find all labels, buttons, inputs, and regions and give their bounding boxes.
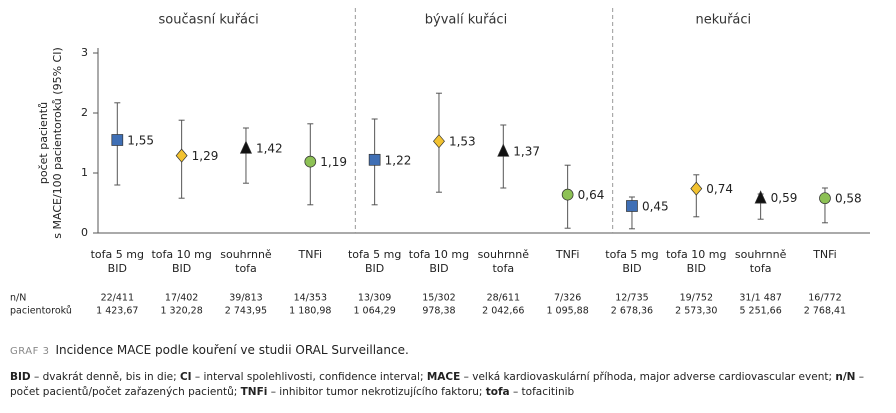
marker: [819, 192, 831, 205]
x-tick-label: TNFi: [812, 248, 837, 261]
marker: [690, 181, 703, 196]
footnote: BID – dvakrát denně, bis in die; CI – in…: [10, 370, 890, 400]
marker: [497, 143, 510, 157]
x-tick-label: souhrnně: [220, 248, 272, 261]
value-label: 0,74: [706, 182, 733, 196]
table-cell: 14/353: [294, 293, 327, 304]
table-row-label: n/N: [10, 293, 26, 304]
table-cell: 1 423,67: [96, 306, 138, 317]
x-tick-label: TNFi: [555, 248, 580, 261]
footnote-term: MACE: [426, 371, 461, 383]
x-tick-label: souhrnně: [735, 248, 787, 261]
x-tick-label: BID: [429, 262, 448, 275]
table-cell: 1 320,28: [160, 306, 202, 317]
x-tick-label: BID: [172, 262, 191, 275]
table-cell: 16/772: [808, 293, 841, 304]
y-tick-label: 3: [81, 46, 88, 59]
x-tick-label: tofa: [235, 262, 257, 275]
chart: počet pacientů s MACE/100 pacientoroků (9…: [10, 8, 870, 317]
x-tick-label: BID: [622, 262, 641, 275]
table-cell: 22/411: [101, 293, 134, 304]
x-tick-label: tofa 5 mg: [605, 248, 658, 261]
table-cell: 2 768,41: [804, 306, 846, 317]
table-cell: 13/309: [358, 293, 391, 304]
marker: [304, 155, 317, 168]
marker: [175, 148, 188, 163]
x-tick-label: TNFi: [298, 248, 323, 261]
x-tick-label: tofa 10 mg: [409, 248, 469, 261]
x-tick-label: tofa 10 mg: [666, 248, 726, 261]
footnote-text: – velká kardiovaskulární příhoda, major …: [460, 371, 836, 383]
footnote-term: TNFi: [240, 386, 268, 398]
table-cell: 978,38: [422, 306, 455, 317]
marker: [433, 134, 445, 149]
value-label: 1,19: [320, 155, 347, 169]
x-tick-label: tofa 5 mg: [91, 248, 144, 261]
value-label: 1,29: [192, 149, 219, 163]
footnote-text: – dvakrát denně, bis in die;: [30, 371, 180, 383]
value-label: 1,22: [385, 153, 412, 167]
table-cell: 5 251,66: [739, 306, 781, 317]
marker: [626, 200, 638, 212]
footnote-text: – tofacitinib: [509, 386, 575, 398]
panel-title: současní kuřáci: [159, 13, 259, 28]
table-cell: 1 064,29: [353, 306, 395, 317]
table-cell: 12/735: [615, 293, 648, 304]
footnote-term: CI: [179, 371, 192, 383]
marker: [754, 190, 767, 204]
caption: GRAF 3 Incidence MACE podle kouření ve st…: [10, 343, 409, 357]
value-label: 1,55: [127, 134, 154, 148]
value-label: 1,37: [513, 144, 540, 158]
table-cell: 19/752: [680, 293, 713, 304]
y-axis-label: s MACE/100 pacientoroků (95% CI): [51, 47, 64, 238]
table-cell: 2 573,30: [675, 306, 717, 317]
table-cell: 1 180,98: [289, 306, 331, 317]
x-tick-label: tofa 10 mg: [151, 248, 211, 261]
x-tick-label: tofa: [492, 262, 514, 275]
x-tick-label: BID: [108, 262, 127, 275]
x-tick-label: BID: [687, 262, 706, 275]
value-label: 0,45: [642, 200, 669, 214]
y-tick-label: 2: [81, 106, 88, 119]
marker: [111, 134, 124, 146]
marker: [368, 153, 381, 166]
marker: [561, 188, 574, 201]
footnote-term: BID: [10, 371, 31, 383]
table-cell: 7/326: [554, 293, 581, 304]
value-label: 0,59: [771, 191, 798, 205]
footnote-text: – počet pacientů/počet zařazených pacien…: [10, 371, 865, 398]
value-label: 1,53: [449, 135, 476, 149]
x-tick-label: tofa: [750, 262, 772, 275]
value-label: 0,64: [578, 188, 605, 202]
x-tick-label: tofa 5 mg: [348, 248, 401, 261]
caption-text: Incidence MACE podle kouření ve studii O…: [55, 343, 409, 357]
table-cell: 39/813: [229, 293, 262, 304]
value-label: 0,58: [835, 192, 862, 206]
footnote-term: n/N: [835, 371, 856, 383]
value-label: 1,42: [256, 141, 283, 155]
footnote-term: tofa: [485, 386, 510, 398]
y-tick-label: 1: [81, 166, 88, 179]
x-tick-label: souhrnně: [478, 248, 530, 261]
marker: [239, 140, 253, 154]
table-cell: 15/302: [422, 293, 455, 304]
x-tick-label: BID: [365, 262, 384, 275]
table-cell: 31/1 487: [739, 293, 782, 304]
caption-label: GRAF 3: [10, 346, 50, 357]
table-cell: 2 678,36: [611, 306, 653, 317]
y-tick-label: 0: [81, 226, 88, 239]
table-cell: 1 095,88: [546, 306, 588, 317]
footnote-text: – interval spolehlivosti, confidence int…: [191, 371, 427, 383]
table-cell: 17/402: [165, 293, 198, 304]
table-cell: 28/611: [487, 293, 520, 304]
panel-title: bývalí kuřáci: [425, 13, 507, 28]
table-cell: 2 042,66: [482, 306, 524, 317]
panel-title: nekuřáci: [695, 13, 751, 28]
footnote-text: – inhibitor tumor nekrotizujícího faktor…: [267, 386, 486, 398]
table-row-label: pacientoroků: [10, 306, 72, 317]
table-cell: 2 743,95: [225, 306, 267, 317]
y-axis-label: počet pacientů: [37, 102, 50, 184]
